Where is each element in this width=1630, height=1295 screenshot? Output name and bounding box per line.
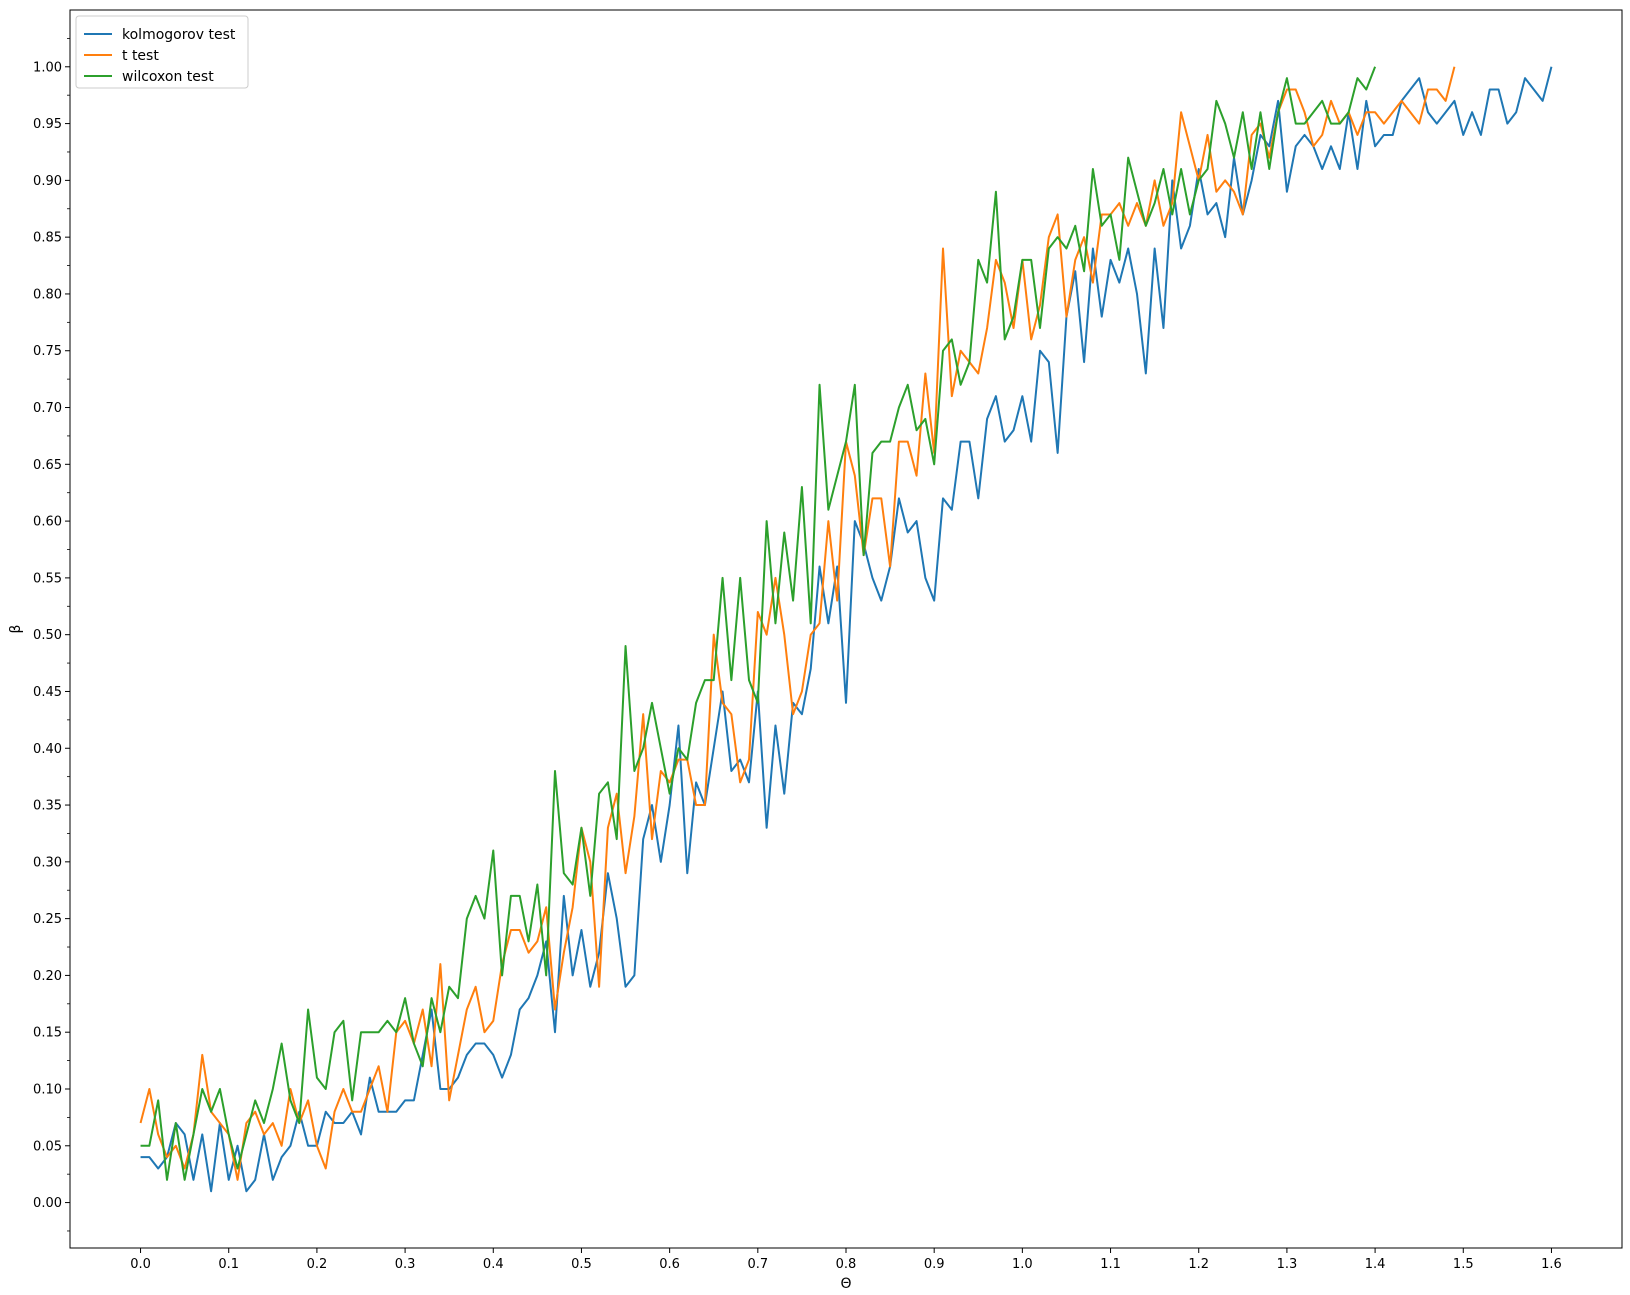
x-tick-label: 0.5 [571, 1257, 592, 1272]
y-tick-label: 0.50 [33, 628, 62, 643]
y-tick-label: 0.25 [33, 912, 62, 927]
y-tick-label: 0.55 [33, 571, 62, 586]
legend: kolmogorov test t test wilcoxon test [75, 15, 249, 89]
y-tick-label: 0.35 [33, 799, 62, 814]
y-axis-label: β [8, 625, 24, 634]
y-tick-label: 0.80 [33, 287, 62, 302]
series-line-wilcoxon-test [140, 66, 1377, 1181]
x-tick-label: 0.1 [218, 1257, 239, 1272]
x-tick-label: 0.0 [130, 1257, 151, 1272]
y-tick-label: 0.05 [33, 1139, 62, 1154]
series-layer [139, 66, 1553, 1193]
x-tick-label: 0.3 [395, 1257, 416, 1272]
x-axis-label: Θ [840, 1276, 851, 1292]
y-tick-label: 0.75 [33, 344, 62, 359]
x-tick-label: 0.6 [659, 1257, 680, 1272]
legend-label: kolmogorov test [122, 27, 236, 43]
x-axis: 0.0 0.1 0.2 0.3 0.4 0.5 0.6 0.7 0.8 0.9 1.0 1.1 1.2 1… [130, 1248, 1562, 1272]
x-tick-label: 1.6 [1541, 1257, 1562, 1272]
y-tick-label: 0.20 [33, 969, 62, 984]
x-tick-label: 1.0 [1012, 1257, 1033, 1272]
x-tick-label: 0.4 [483, 1257, 504, 1272]
y-tick-label: 0.40 [33, 742, 62, 757]
x-tick-label: 1.5 [1453, 1257, 1474, 1272]
series-line-t-test [139, 66, 1456, 1181]
legend-box [75, 15, 249, 89]
x-tick-label: 1.2 [1188, 1257, 1209, 1272]
plot-area [70, 10, 1622, 1248]
x-tick-label: 0.8 [836, 1257, 857, 1272]
x-tick-label: 1.1 [1100, 1257, 1121, 1272]
x-tick-label: 1.3 [1277, 1257, 1298, 1272]
x-tick-label: 0.2 [307, 1257, 328, 1272]
y-tick-label: 0.30 [33, 855, 62, 870]
x-tick-label: 0.7 [747, 1257, 768, 1272]
y-tick-label: 0.15 [33, 1026, 62, 1041]
y-tick-label: 0.70 [33, 401, 62, 416]
y-tick-label: 0.00 [33, 1196, 62, 1211]
y-tick-label: 0.65 [33, 458, 62, 473]
y-tick-label: 0.45 [33, 685, 62, 700]
y-tick-label: 0.95 [33, 117, 62, 132]
series-line-kolmogorov-test [140, 66, 1553, 1193]
legend-label: wilcoxon test [122, 69, 214, 85]
y-tick-label: 1.00 [33, 60, 62, 75]
y-tick-label: 0.85 [33, 231, 62, 246]
legend-label: t test [122, 48, 159, 64]
y-axis: 0.00 0.05 0.10 0.15 0.20 0.25 0.30 0.35 0.40 0.45… [33, 37, 70, 1232]
y-tick-label: 0.60 [33, 515, 62, 530]
x-tick-label: 1.4 [1365, 1257, 1386, 1272]
y-tick-label: 0.10 [33, 1082, 62, 1097]
x-tick-label: 0.9 [924, 1257, 945, 1272]
y-tick-label: 0.90 [33, 174, 62, 189]
